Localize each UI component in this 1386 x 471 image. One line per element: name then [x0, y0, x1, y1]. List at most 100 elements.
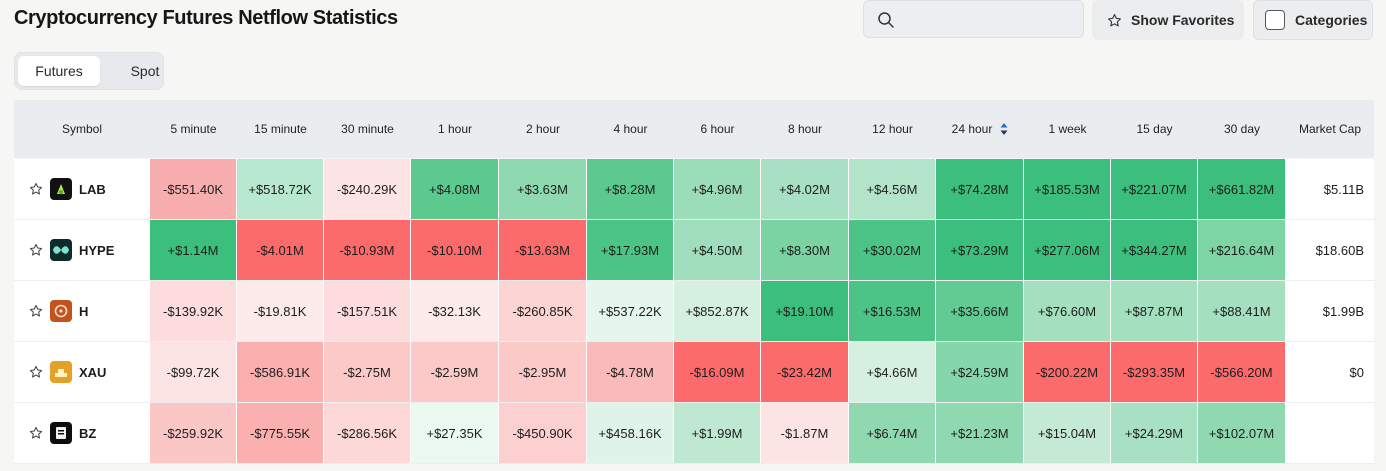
netflow-cell: +$15.04M [1024, 403, 1111, 463]
page-title: Cryptocurrency Futures Netflow Statistic… [14, 7, 398, 29]
netflow-cell: -$10.10M [411, 220, 499, 280]
table-row[interactable]: LAB -$551.40K +$518.72K -$240.29K +$4.08M +$3… [14, 159, 1374, 220]
netflow-cell: +$21.23M [936, 403, 1024, 463]
tab-spot[interactable]: Spot [130, 63, 160, 79]
netflow-cell: +$24.59M [936, 342, 1024, 402]
table-row[interactable]: BZ -$259.92K -$775.55K -$286.56K +$27.35K -$4… [14, 403, 1374, 464]
column-header-label: 2 hour [525, 122, 561, 136]
market-cap-cell: $0 [1349, 364, 1364, 380]
netflow-cell: +$87.87M [1111, 281, 1198, 341]
symbol-cell: BZ [14, 403, 150, 463]
netflow-cell: +$344.27M [1111, 220, 1198, 280]
netflow-cell: +$216.64M [1198, 220, 1286, 280]
column-header-label: 1 hour [437, 122, 473, 136]
categories-checkbox[interactable] [1265, 10, 1285, 30]
search-input[interactable] [863, 0, 1084, 38]
column-header[interactable]: 30 minute [324, 100, 411, 158]
netflow-cell: +$185.53M [1024, 159, 1111, 219]
column-header[interactable]: 1 hour [411, 100, 499, 158]
table-row[interactable]: HYPE +$1.14M -$4.01M -$10.93M -$10.10M -$13.6… [14, 220, 1374, 281]
netflow-cell: -$2.75M [324, 342, 411, 402]
netflow-cell: +$35.66M [936, 281, 1024, 341]
tab-futures[interactable]: Futures [18, 56, 100, 86]
column-header[interactable]: 24 hour [936, 100, 1024, 158]
column-header[interactable]: Symbol [14, 100, 150, 158]
favorite-star-icon[interactable] [29, 182, 43, 196]
column-header-label: 1 week [1048, 122, 1087, 136]
netflow-cell: -$13.63M [499, 220, 587, 280]
column-header-label: 4 hour [613, 122, 648, 136]
symbol-cell: XAU [14, 342, 150, 402]
netflow-cell: -$4.78M [587, 342, 674, 402]
column-header-label: 5 minute [170, 122, 217, 136]
column-header[interactable]: 15 minute [237, 100, 324, 158]
netflow-cell: -$2.95M [499, 342, 587, 402]
show-favorites-button[interactable]: Show Favorites [1092, 0, 1244, 40]
market-cap-cell: $5.11B [1323, 181, 1364, 197]
netflow-cell: -$240.29K [324, 159, 411, 219]
symbol-cell: HYPE [14, 220, 150, 280]
netflow-cell: +$17.93M [587, 220, 674, 280]
netflow-cell: -$99.72K [150, 342, 237, 402]
row-divider [14, 463, 1374, 464]
symbol-cell: LAB [14, 159, 150, 219]
netflow-cell: +$6.74M [849, 403, 936, 463]
column-header-label: 15 minute [254, 122, 307, 136]
column-header[interactable]: 6 hour [674, 100, 761, 158]
netflow-cell: -$586.91K [237, 342, 324, 402]
netflow-cell: -$139.92K [150, 281, 237, 341]
column-header-label: 24 hour [951, 122, 993, 136]
netflow-cell: +$537.22K [587, 281, 674, 341]
netflow-cell: +$8.28M [587, 159, 674, 219]
column-header[interactable]: 15 day [1111, 100, 1198, 158]
netflow-cell: +$102.07M [1198, 403, 1286, 463]
column-header[interactable]: 30 day [1198, 100, 1286, 158]
netflow-cell: +$19.10M [761, 281, 849, 341]
symbol-cell: H [14, 281, 150, 341]
favorite-star-icon[interactable] [29, 365, 43, 379]
column-header[interactable]: 8 hour [761, 100, 849, 158]
netflow-cell: -$450.90K [499, 403, 587, 463]
symbol-label: BZ [79, 425, 97, 441]
netflow-cell: +$4.08M [411, 159, 499, 219]
netflow-cell: +$518.72K [237, 159, 324, 219]
column-header[interactable]: Market Cap [1286, 100, 1374, 158]
netflow-cell: -$260.85K [499, 281, 587, 341]
netflow-cell: +$74.28M [936, 159, 1024, 219]
netflow-cell: +$73.29M [936, 220, 1024, 280]
column-header-label: Market Cap [1298, 122, 1362, 136]
symbol-label: H [79, 303, 89, 319]
symbol-label: LAB [79, 181, 106, 197]
column-header[interactable]: 5 minute [150, 100, 237, 158]
netflow-cell: -$32.13K [411, 281, 499, 341]
row-divider [14, 341, 1374, 342]
column-header[interactable]: 4 hour [587, 100, 674, 158]
netflow-cell: +$852.87K [674, 281, 761, 341]
favorite-star-icon[interactable] [29, 304, 43, 318]
netflow-cell: +$24.29M [1111, 403, 1198, 463]
market-cap-cell: $1.99B [1322, 303, 1364, 319]
favorite-star-icon[interactable] [29, 426, 43, 440]
netflow-cell: -$2.59M [411, 342, 499, 402]
bz-coin-icon [50, 422, 72, 444]
table-row[interactable]: H -$139.92K -$19.81K -$157.51K -$32.13K -$260… [14, 281, 1374, 342]
column-header[interactable]: 1 week [1024, 100, 1111, 158]
search-icon [878, 12, 894, 28]
netflow-cell: +$458.16K [587, 403, 674, 463]
netflow-cell: +$3.63M [499, 159, 587, 219]
symbol-label: XAU [79, 364, 107, 380]
table-row[interactable]: XAU -$99.72K -$586.91K -$2.75M -$2.59M -$2.95… [14, 342, 1374, 403]
column-header[interactable]: 12 hour [849, 100, 936, 158]
netflow-cell: +$4.66M [849, 342, 936, 402]
netflow-cell: -$19.81K [237, 281, 324, 341]
column-header-label: 30 minute [341, 122, 394, 136]
favorite-star-icon[interactable] [29, 243, 43, 257]
sort-icon[interactable] [1000, 122, 1008, 136]
categories-button[interactable]: Categories [1253, 0, 1373, 40]
row-divider [14, 219, 1374, 220]
netflow-cell: +$27.35K [411, 403, 499, 463]
column-header[interactable]: 2 hour [499, 100, 587, 158]
netflow-cell: +$76.60M [1024, 281, 1111, 341]
netflow-cell: -$1.87M [761, 403, 849, 463]
